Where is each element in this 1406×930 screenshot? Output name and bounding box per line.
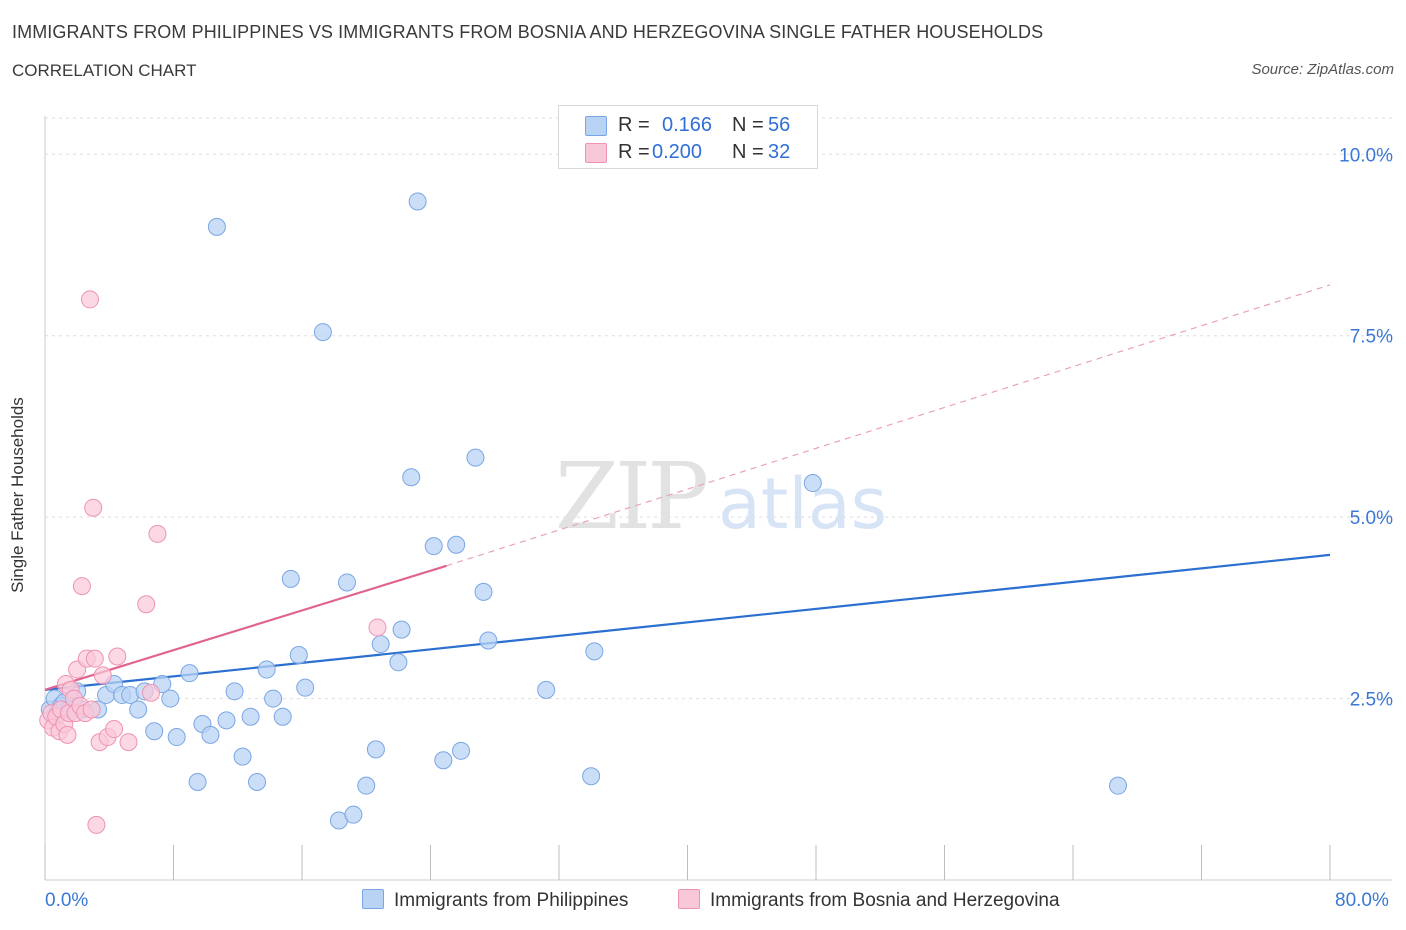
data-point-bosnia: [72, 577, 91, 596]
data-point-philippines: [582, 767, 601, 786]
data-point-philippines: [167, 728, 186, 747]
trend-line-bosnia-extension: [446, 284, 1331, 567]
legend-r-value-bosnia: 0.200: [652, 141, 703, 163]
data-point-philippines: [241, 707, 260, 726]
grid-lines: [45, 117, 1392, 700]
correlation-legend: R = 0.166 N = 56 R = 0.200 N = 32: [558, 105, 818, 169]
data-point-philippines: [145, 722, 164, 741]
source-label: Source: ZipAtlas.com: [1251, 61, 1394, 78]
data-point-philippines: [188, 773, 207, 792]
data-point-bosnia: [85, 649, 104, 668]
data-point-philippines: [264, 689, 283, 708]
data-point-bosnia: [108, 647, 127, 666]
watermark: ZIP atlas: [555, 443, 887, 550]
bottom-legend-bosnia: Immigrants from Bosnia and Herzegovina: [678, 889, 1060, 912]
data-point-bosnia: [142, 683, 161, 702]
data-point-philippines: [129, 700, 148, 719]
chart-subtitle: CORRELATION CHART: [12, 61, 197, 80]
y-tick-labels: 2.5% 5.0% 7.5% 10.0%: [1339, 145, 1393, 710]
y-tick-label: 5.0%: [1350, 508, 1393, 529]
y-axis-label: Single Father Households: [8, 397, 27, 593]
y-tick-label: 2.5%: [1350, 690, 1393, 711]
data-point-philippines: [392, 620, 411, 639]
data-point-bosnia: [58, 725, 77, 744]
legend-n-label: N =: [732, 114, 764, 136]
data-point-philippines: [366, 740, 385, 759]
legend-swatch-bosnia: [585, 143, 607, 163]
data-point-philippines: [479, 631, 498, 650]
data-point-philippines: [474, 582, 493, 601]
axes: [44, 116, 1392, 881]
legend-n-value-bosnia: 32: [768, 141, 791, 163]
data-point-philippines: [408, 192, 427, 211]
data-point-philippines: [248, 773, 267, 792]
chart-title: IMMIGRANTS FROM PHILIPPINES VS IMMIGRANT…: [12, 22, 1044, 42]
data-point-bosnia: [80, 290, 99, 309]
data-point-philippines: [217, 711, 236, 730]
bottom-legend-label-bosnia: Immigrants from Bosnia and Herzegovina: [710, 890, 1060, 911]
data-point-philippines: [207, 217, 226, 236]
watermark-atlas: atlas: [718, 463, 887, 545]
data-point-philippines: [257, 660, 276, 679]
legend-swatch-philippines: [585, 116, 607, 136]
data-point-philippines: [296, 678, 315, 697]
data-point-philippines: [201, 725, 220, 744]
data-point-bosnia: [119, 733, 138, 752]
data-point-philippines: [281, 569, 300, 588]
data-point-philippines: [402, 468, 421, 487]
data-point-bosnia: [137, 595, 156, 614]
data-point-philippines: [161, 689, 180, 708]
legend-n-value-philippines: 56: [768, 114, 791, 136]
data-point-bosnia: [105, 720, 124, 739]
bottom-legend-label-philippines: Immigrants from Philippines: [394, 890, 629, 911]
x-tick-label-min: 0.0%: [45, 890, 89, 911]
data-point-bosnia: [93, 666, 112, 685]
bottom-legend-swatch-bosnia: [678, 889, 700, 909]
data-point-philippines: [452, 741, 471, 760]
data-point-philippines: [803, 474, 822, 493]
data-point-bosnia: [84, 498, 103, 517]
watermark-zip: ZIP: [555, 443, 706, 550]
data-point-philippines: [537, 680, 556, 699]
trend-line-philippines: [44, 553, 1331, 691]
data-point-philippines: [313, 323, 332, 342]
legend-r-label: R =: [618, 114, 650, 136]
data-point-philippines: [273, 707, 292, 726]
bottom-legend-swatch-philippines: [362, 889, 384, 909]
x-tick-label-max: 80.0%: [1335, 890, 1389, 911]
data-point-philippines: [389, 653, 408, 672]
series-bosnia-points: [39, 290, 387, 834]
data-point-philippines: [371, 635, 390, 654]
legend-r-label: R =: [618, 141, 650, 163]
data-point-bosnia: [87, 815, 106, 834]
trend-line-bosnia: [44, 564, 447, 691]
data-point-philippines: [424, 537, 443, 556]
data-point-philippines: [466, 448, 485, 467]
data-point-philippines: [1108, 776, 1127, 795]
data-point-bosnia: [82, 700, 101, 719]
data-point-philippines: [585, 642, 604, 661]
data-point-philippines: [233, 747, 252, 766]
bottom-legend-philippines: Immigrants from Philippines: [362, 889, 628, 912]
y-tick-label: 7.5%: [1350, 327, 1393, 348]
data-point-philippines: [289, 646, 308, 665]
data-point-philippines: [180, 664, 199, 683]
data-point-philippines: [357, 776, 376, 795]
y-tick-label: 10.0%: [1339, 145, 1393, 166]
legend-n-label: N =: [732, 141, 764, 163]
data-point-philippines: [447, 535, 466, 554]
data-point-bosnia: [368, 618, 387, 637]
data-point-bosnia: [148, 524, 167, 543]
data-point-philippines: [344, 805, 363, 824]
data-point-philippines: [225, 682, 244, 701]
data-point-philippines: [434, 751, 453, 770]
series-philippines-points: [40, 192, 1127, 830]
data-point-philippines: [337, 573, 356, 592]
legend-r-value-philippines: 0.166: [662, 114, 713, 136]
